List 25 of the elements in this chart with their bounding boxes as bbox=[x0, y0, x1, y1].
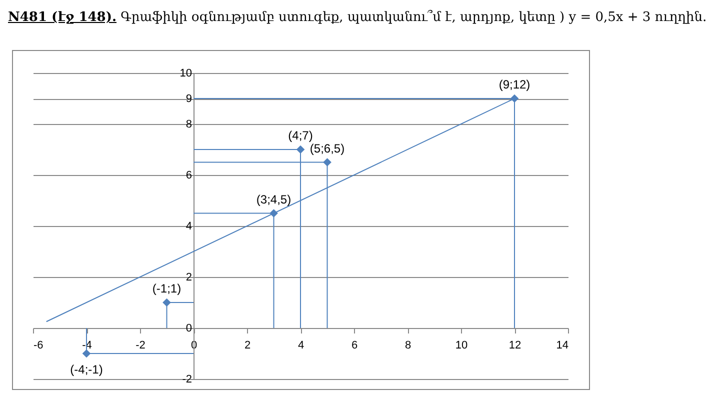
x-tick-label: 6 bbox=[351, 340, 358, 352]
x-tick-label: -6 bbox=[34, 340, 44, 352]
x-tick-label: 14 bbox=[556, 340, 568, 352]
y-tick-label: 0 bbox=[186, 322, 192, 334]
data-label: (-1;1) bbox=[152, 282, 182, 296]
x-tick-label: -2 bbox=[136, 340, 146, 352]
x-tick-label: 4 bbox=[298, 340, 304, 352]
y-tick-label: 8 bbox=[186, 118, 192, 130]
data-label: (9;12) bbox=[498, 78, 530, 92]
chart-subtitle: Գրաֆիկի օգնությամբ ստուգեք, պատկանու՞մ է, արդյոք, կետը ) y = 0,5x + 3 ուղղին. bbox=[120, 10, 707, 25]
data-label: (3;4,5) bbox=[256, 192, 292, 206]
y-tick-label: 4 bbox=[186, 220, 192, 232]
x-tick-label: 12 bbox=[508, 340, 522, 352]
x-tick-label: 8 bbox=[404, 340, 412, 352]
data-label: (-4;-1) bbox=[70, 362, 103, 376]
y-tick-label: 6 bbox=[186, 170, 192, 182]
y-tick-label: 9 bbox=[186, 93, 192, 105]
data-label: (5;6,5) bbox=[310, 141, 345, 156]
data-label: (4;7) bbox=[288, 128, 313, 142]
x-tick-label: 10 bbox=[455, 340, 468, 352]
x-tick-label: 2 bbox=[244, 340, 251, 352]
chart-title: N481 (էջ 148). bbox=[8, 10, 117, 25]
y-tick-label: -2 bbox=[182, 374, 192, 386]
y-tick-label: 2 bbox=[186, 272, 192, 284]
y-tick-label: 10 bbox=[180, 68, 192, 80]
